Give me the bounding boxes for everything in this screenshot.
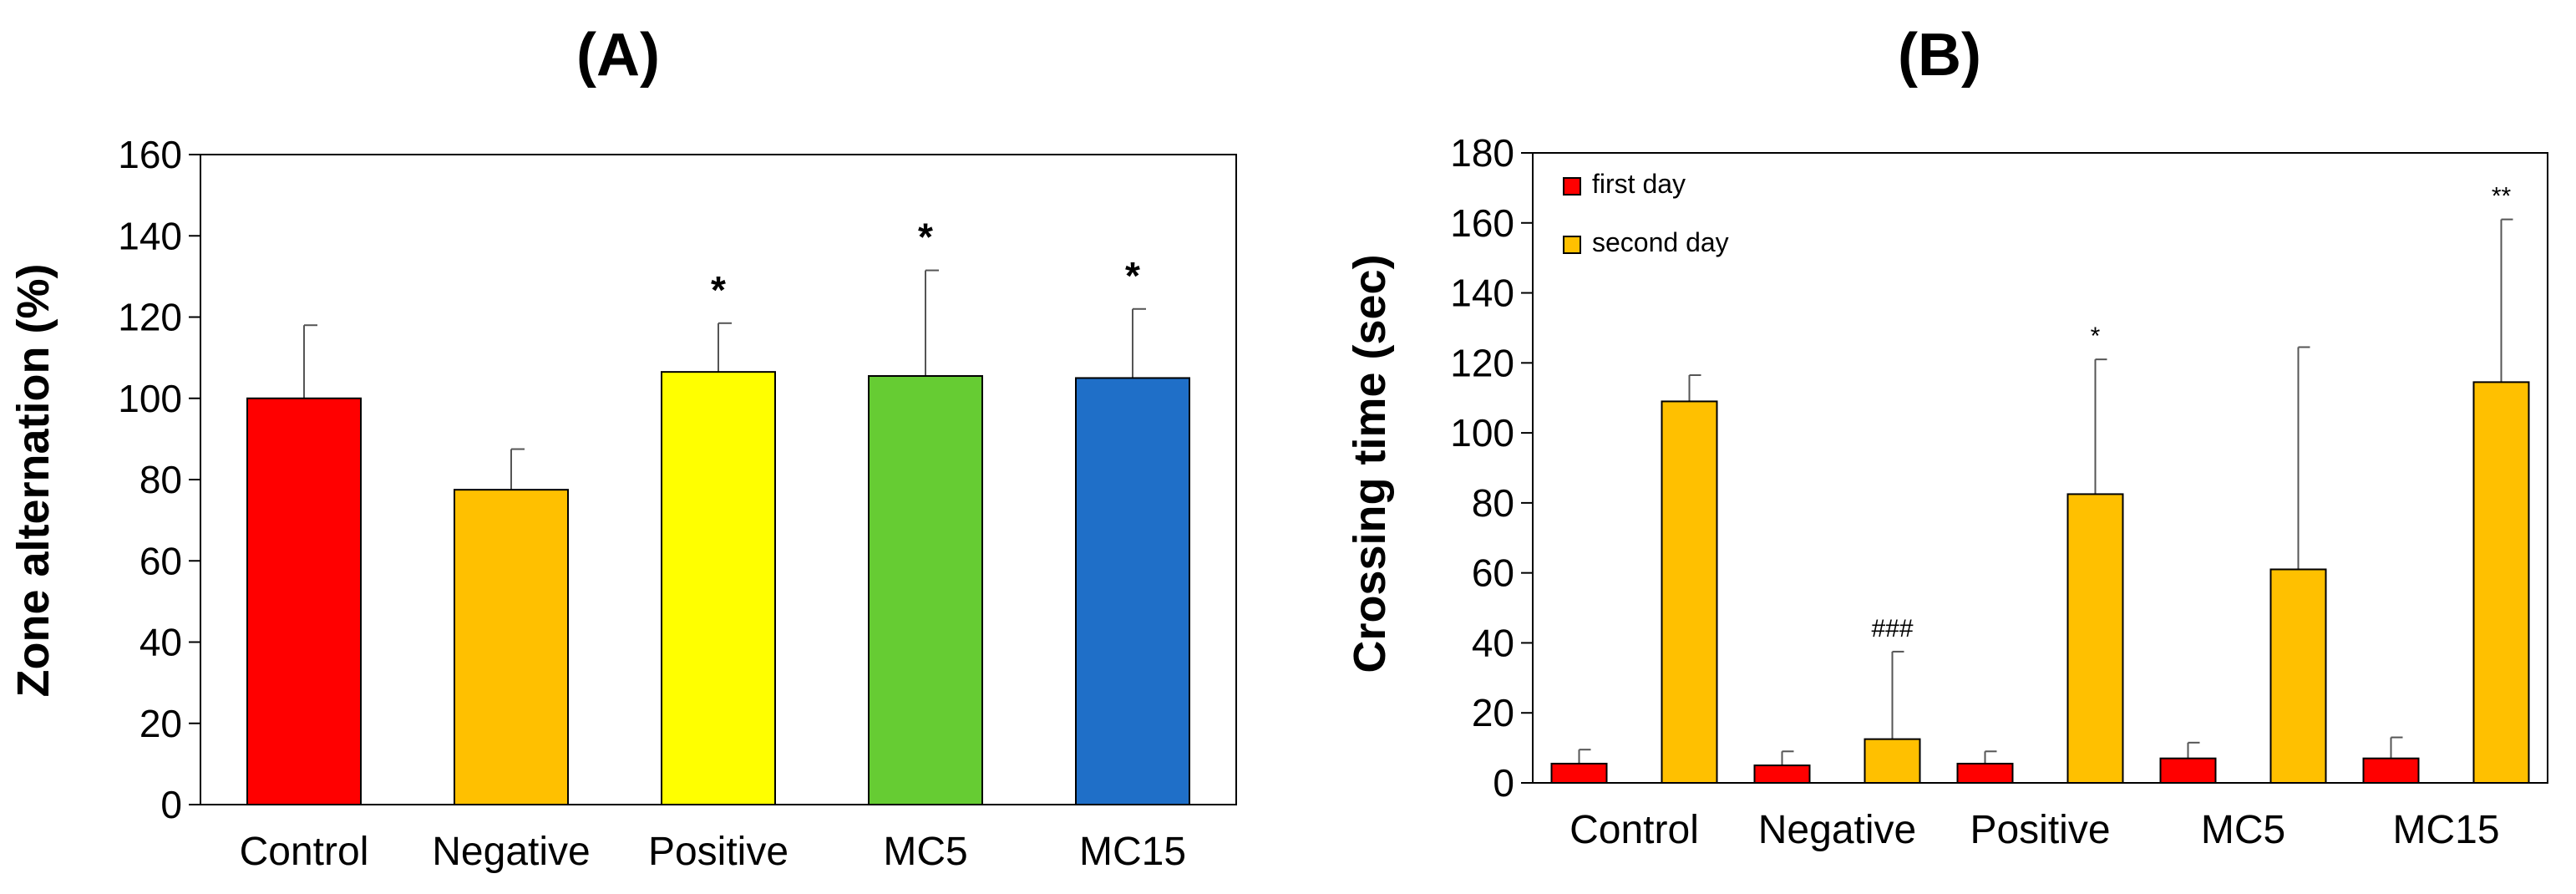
chart-b-y-tick-label: 120 bbox=[1450, 341, 1514, 384]
chart-a-x-tick-label: MC5 bbox=[883, 830, 967, 874]
chart-a-x-tick-label: Positive bbox=[648, 830, 789, 874]
chart-b-significance-label: * bbox=[2091, 323, 2101, 350]
chart-b-bar bbox=[2362, 757, 2420, 785]
chart-a-significance-label: * bbox=[711, 268, 726, 312]
chart-b-x-tick-label: MC15 bbox=[2392, 808, 2499, 852]
chart-a-y-tick-label: 20 bbox=[139, 702, 182, 745]
chart-a-bar bbox=[661, 371, 776, 805]
chart-a-y-tick-label: 60 bbox=[139, 539, 182, 582]
chart-a-y-tick-label: 140 bbox=[118, 214, 182, 257]
chart-a-bar bbox=[246, 397, 362, 805]
chart-a-y-axis-label: Zone alternation (%) bbox=[8, 263, 58, 697]
chart-b-y-tick-label: 0 bbox=[1493, 761, 1514, 805]
chart-a-significance-label: * bbox=[918, 216, 933, 259]
chart-b-y-tick-label: 160 bbox=[1450, 201, 1514, 245]
chart-b-y-axis-label: Crossing time (sec) bbox=[1345, 254, 1395, 673]
chart-a-y-tick-label: 120 bbox=[118, 296, 182, 339]
chart-b-bar bbox=[1661, 400, 1718, 784]
chart-a-y-tick-label: 80 bbox=[139, 458, 182, 501]
chart-b-x-tick-label: MC5 bbox=[2201, 808, 2285, 852]
chart-a-x-tick-label: Negative bbox=[432, 830, 590, 874]
chart-b-bar bbox=[2159, 757, 2217, 785]
chart-a: (A) Zone alternation (%) 0 20 40 60 80 100 120… bbox=[8, 22, 1237, 874]
chart-b-y-tick-label: 100 bbox=[1450, 411, 1514, 455]
chart-a-bar bbox=[454, 489, 569, 805]
chart-a-significance-label: * bbox=[1125, 254, 1140, 297]
chart-a-title: (A) bbox=[576, 22, 660, 89]
chart-a-x-tick-label: MC15 bbox=[1079, 830, 1186, 874]
chart-b-bar bbox=[2472, 381, 2530, 784]
chart-b-y-tick-label: 180 bbox=[1450, 131, 1514, 175]
chart-a-y-tick-label: 100 bbox=[118, 377, 182, 420]
chart-b-y-tick-label: 40 bbox=[1472, 621, 1514, 664]
chart-b-title: (B) bbox=[1898, 22, 1981, 89]
chart-a-bar bbox=[1075, 377, 1190, 805]
chart-b-y-tick-label: 80 bbox=[1472, 481, 1514, 525]
chart-b-significance-label: ** bbox=[2492, 183, 2512, 211]
chart-b-bar bbox=[1864, 738, 1921, 785]
chart-b-plot-area bbox=[1532, 152, 2548, 784]
chart-a-y-tick-label: 160 bbox=[118, 133, 182, 176]
chart-b-y-tick-label: 20 bbox=[1472, 691, 1514, 734]
chart-b-legend-label: first day bbox=[1592, 169, 1686, 199]
chart-a-y-tick-label: 40 bbox=[139, 621, 182, 664]
chart-b-legend-swatch bbox=[1563, 236, 1581, 254]
chart-b-y-tick-label: 60 bbox=[1472, 551, 1514, 595]
chart-b-bar bbox=[1753, 764, 1811, 784]
chart-a-y-tick-label: 0 bbox=[160, 783, 182, 826]
chart-b-x-tick-label: Negative bbox=[1758, 808, 1916, 852]
chart-b-legend-label: second day bbox=[1592, 227, 1729, 257]
chart-b-x-tick-label: Control bbox=[1569, 808, 1699, 852]
chart-b-bar bbox=[1550, 762, 1608, 785]
chart-b-significance-label: ### bbox=[1871, 615, 1913, 643]
chart-b-bar bbox=[1956, 762, 2014, 785]
chart-b-x-tick-label: Positive bbox=[1970, 808, 2110, 852]
chart-b-bar bbox=[2269, 568, 2327, 784]
chart-b-bar bbox=[2066, 493, 2124, 785]
chart-b: (B) Crossing time (sec) 0 20 40 60 80 100 120 1… bbox=[1345, 22, 2548, 852]
chart-b-legend-swatch bbox=[1563, 177, 1581, 196]
chart-a-bar bbox=[868, 375, 983, 806]
chart-b-y-tick-label: 140 bbox=[1450, 272, 1514, 315]
chart-a-x-tick-label: Control bbox=[240, 830, 369, 874]
